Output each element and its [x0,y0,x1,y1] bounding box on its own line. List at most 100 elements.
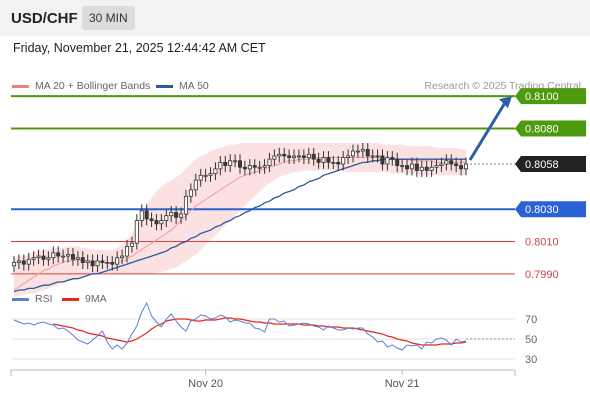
candle [296,149,301,163]
candle-body [321,157,326,163]
candle [110,256,115,271]
candle [144,204,149,226]
candle-body [316,158,321,163]
currency-pair: USD/CHF [11,10,78,27]
candle [370,149,375,163]
candle-body [419,166,424,171]
candle [405,159,410,176]
candle-body [429,166,434,171]
rsi-9ma-line [53,317,467,346]
rsi-tick-label-30: 30 [525,354,537,366]
candle [409,157,414,176]
candle-body [120,255,125,259]
projection-arrow-head [499,96,512,109]
candle-body [277,153,282,157]
candle [282,147,287,163]
candle-body [31,257,36,260]
candle-body [360,149,365,152]
candle-body [252,165,257,168]
candle [444,154,449,171]
candle-body [355,150,360,153]
candle-body [188,189,193,197]
candle [154,214,159,231]
candle-body [247,165,252,170]
candle [218,155,223,176]
level-tag-text-0.8030: 0.8030 [525,204,559,216]
level-tag-0.8100 [515,88,586,105]
candle [390,151,395,166]
legend-ma50-label: MA 50 [179,80,209,92]
candle-body [395,158,400,167]
legend-9ma-label: 9MA [85,293,107,305]
candle-body [179,213,184,218]
candle [31,251,36,266]
candle-body [370,155,375,158]
chart-datetime: Friday, November 21, 2025 12:44:42 AM CE… [13,41,266,55]
candle-body [409,163,414,170]
candle-body [311,153,316,160]
candle-body [233,160,238,163]
level-label-0.8010: 0.8010 [525,237,559,249]
candle [247,159,252,176]
candle-body [454,163,459,167]
candle-body [26,258,31,265]
candle-body [80,257,85,263]
candle [459,159,464,176]
candle-body [228,160,233,167]
candle-body [380,155,385,165]
legend-rsi: RSI [12,293,53,305]
level-tag-text-0.8080: 0.8080 [525,123,559,135]
candle [252,159,257,174]
candle [365,143,370,163]
candle-body [414,163,419,171]
candle-body [385,157,390,165]
candle [36,249,41,265]
candle-body [193,179,198,191]
legend-ma20: MA 20 + Bollinger Bands [12,80,150,92]
candle-body [16,260,21,263]
candle-body [90,260,95,267]
candle-body [11,262,16,267]
candle [439,157,444,173]
candle [174,206,179,224]
candle [213,162,218,181]
candle [95,254,100,273]
candle-body [56,252,61,257]
candle-body [424,166,429,171]
candle-body [164,215,169,221]
candle [326,151,331,169]
candle [203,168,208,182]
candle [346,149,351,164]
candle-body [405,165,410,170]
candle-body [336,161,341,165]
candle [360,143,365,158]
candle-body [218,161,223,170]
candle-body [296,155,301,158]
candle-body [61,255,66,258]
timeframe-badge[interactable]: 30 MIN [82,6,135,30]
candle [223,155,228,173]
candle [149,212,154,227]
candle [414,157,419,177]
candle [400,159,405,173]
candle [179,207,184,224]
legend-rsi-label: RSI [35,293,53,305]
legend-9ma: 9MA [62,293,107,305]
candle [90,254,95,273]
candle [292,149,297,164]
candle [277,147,282,163]
candle [311,147,316,166]
candle [183,189,188,221]
candle-body [375,155,380,158]
candle-body [390,157,395,160]
rsi-line [13,301,467,351]
candle-body [110,262,115,265]
x-tick-label: Nov 20 [188,378,223,390]
candle-body [346,155,351,158]
x-tick-label: Nov 21 [385,378,420,390]
candle [11,256,16,273]
candle-body [257,166,262,169]
candle [375,149,380,163]
legend-ma50: MA 50 [156,80,209,92]
